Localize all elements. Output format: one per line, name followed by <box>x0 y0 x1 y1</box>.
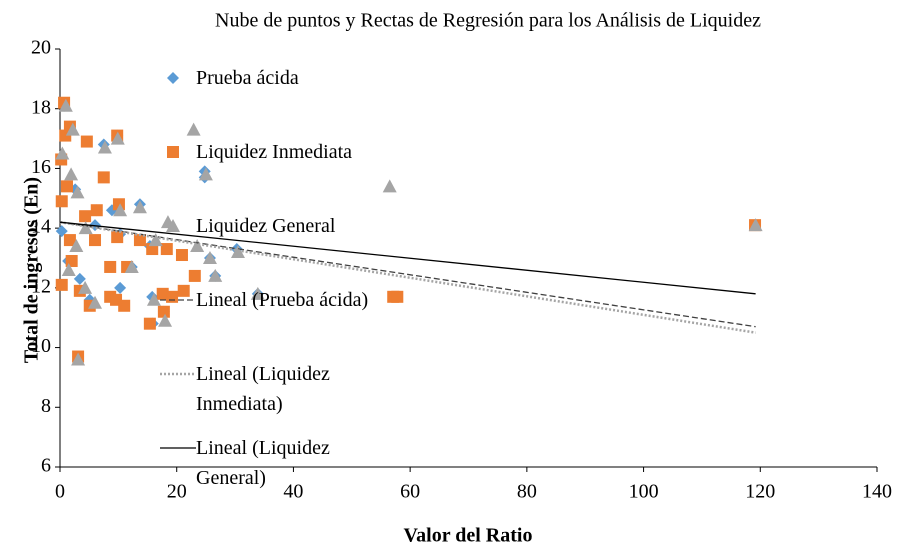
point <box>63 234 76 247</box>
point <box>160 243 173 256</box>
x-tick-label: 0 <box>55 481 65 503</box>
legend-key <box>167 146 179 158</box>
point <box>88 295 103 309</box>
point <box>61 262 76 276</box>
point <box>55 278 68 291</box>
legend-key <box>167 72 179 84</box>
y-tick-label: 10 <box>31 335 51 357</box>
point <box>89 234 102 247</box>
point <box>202 251 217 264</box>
point <box>132 200 147 214</box>
point <box>148 233 163 247</box>
point <box>97 140 112 154</box>
x-axis-label: Valor del Ratio <box>404 525 533 547</box>
legend-key <box>160 447 196 449</box>
legend-label: Lineal (Liquidez General) <box>196 437 330 489</box>
point <box>69 239 84 253</box>
y-tick-label: 16 <box>31 156 51 178</box>
legend-label: Liquidez General <box>196 215 336 237</box>
marker <box>166 219 180 232</box>
legend-label: Prueba ácida <box>196 67 299 89</box>
point <box>177 284 190 297</box>
point <box>64 167 79 181</box>
x-tick-label: 80 <box>517 481 537 503</box>
point <box>61 180 74 193</box>
x-tick-label: 40 <box>283 481 303 503</box>
point <box>65 122 80 136</box>
legend-label: Liquidez Inmediata <box>196 141 353 163</box>
point <box>113 203 128 217</box>
legend-entry: Lineal (Liquidez Inmediata) <box>160 359 370 433</box>
point <box>90 204 103 217</box>
legend-label: Lineal (Prueba ácida) <box>196 289 369 311</box>
point <box>156 287 169 300</box>
point <box>157 305 170 318</box>
legend-key <box>166 219 180 232</box>
point <box>188 269 201 282</box>
point <box>111 231 124 244</box>
y-tick-label: 8 <box>41 395 51 417</box>
y-axis-label: Total de ingresos (En) <box>21 177 43 363</box>
legend-label: Lineal (Liquidez Inmediata) <box>196 363 330 415</box>
trendline <box>59 221 756 295</box>
point <box>198 167 213 181</box>
point <box>65 254 78 267</box>
x-tick-label: 140 <box>862 481 892 503</box>
marker <box>167 72 179 84</box>
legend-entry: Liquidez General <box>160 211 370 285</box>
point <box>175 249 188 262</box>
point <box>250 286 265 300</box>
x-tick-label: 100 <box>629 481 659 503</box>
y-tick-label: 12 <box>31 275 51 297</box>
point <box>70 185 85 199</box>
point <box>208 268 223 282</box>
x-tick-label: 60 <box>400 481 420 503</box>
legend-key <box>160 372 196 376</box>
point <box>118 299 131 312</box>
legend-entry: Prueba ácida <box>160 63 370 137</box>
point <box>186 122 201 136</box>
point <box>55 225 68 238</box>
point <box>97 171 110 184</box>
point <box>190 239 205 253</box>
point <box>73 272 86 285</box>
legend-entry: Liquidez Inmediata <box>160 137 370 211</box>
y-tick-label: 14 <box>31 216 51 238</box>
point <box>78 280 93 294</box>
point <box>146 292 161 306</box>
marker <box>167 146 179 158</box>
point <box>382 179 397 193</box>
chart-title: Nube de puntos y Rectas de Regresión par… <box>215 10 761 32</box>
trendline <box>59 220 756 334</box>
y-tick-label: 20 <box>31 37 51 59</box>
legend-entry: Lineal (Prueba ácida) <box>160 285 370 359</box>
point <box>110 131 125 145</box>
point <box>71 352 86 366</box>
legend-key <box>160 299 196 301</box>
point <box>124 259 139 273</box>
point <box>143 317 156 330</box>
point <box>80 135 93 148</box>
point <box>55 195 68 208</box>
legend-entry: Lineal (Liquidez General) <box>160 433 370 507</box>
point <box>158 313 173 327</box>
point <box>748 218 763 232</box>
x-tick-label: 20 <box>167 481 187 503</box>
point <box>58 98 73 112</box>
point <box>104 260 117 273</box>
x-tick-label: 120 <box>745 481 775 503</box>
point <box>391 290 404 303</box>
point <box>78 221 93 235</box>
point <box>133 234 146 247</box>
point <box>114 281 127 294</box>
point <box>55 146 70 160</box>
point <box>79 210 92 223</box>
y-tick-label: 6 <box>41 455 51 477</box>
y-tick-label: 18 <box>31 96 51 118</box>
legend: Prueba ácida Liquidez Inmediata Liquidez G… <box>160 63 370 507</box>
